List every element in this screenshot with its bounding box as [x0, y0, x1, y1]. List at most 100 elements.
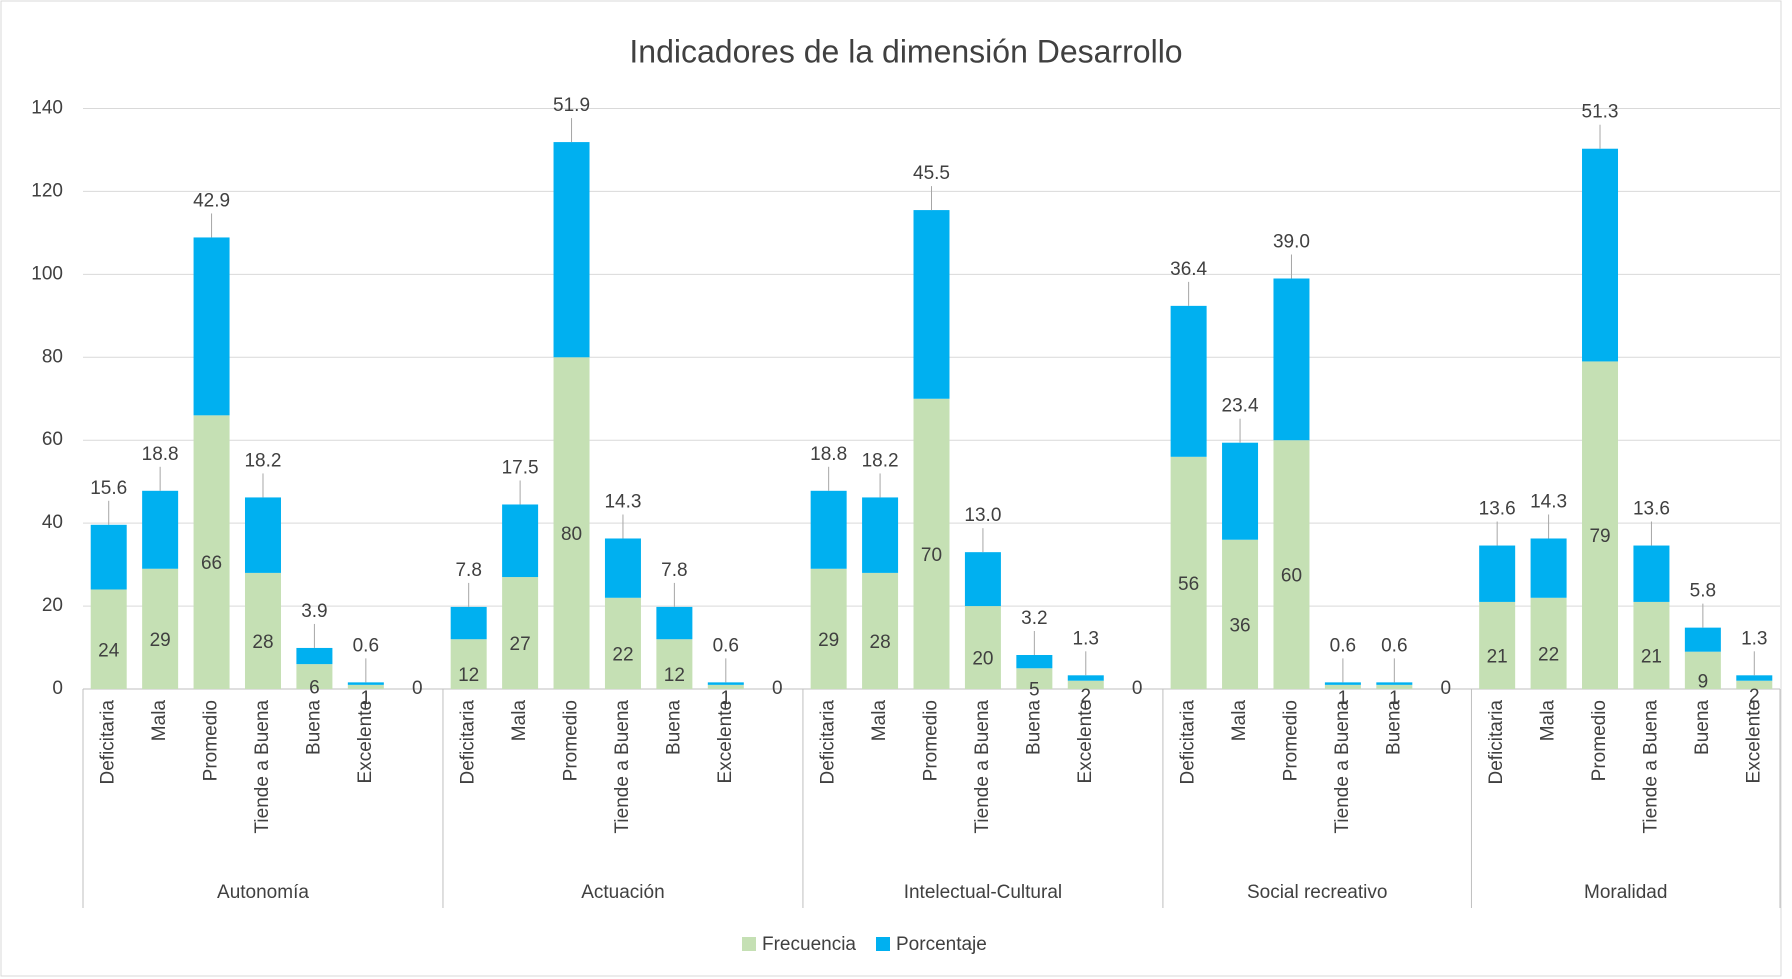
bar-segment: [142, 568, 179, 689]
data-label: 0: [1132, 678, 1143, 699]
data-label: 18.8: [142, 444, 179, 465]
bar-segment: [296, 664, 333, 689]
legend-swatch: [876, 937, 890, 951]
x-tick-label: Tiende a Buena: [1640, 700, 1661, 834]
x-tick-label: Buena: [1383, 700, 1404, 755]
data-label: 20: [972, 649, 993, 670]
x-tick-label: Promedio: [1280, 700, 1301, 781]
y-tick-label: 60: [42, 429, 63, 450]
data-label: 18.2: [862, 450, 899, 471]
x-tick-label: Excelente: [1075, 700, 1096, 783]
data-label: 79: [1589, 526, 1610, 547]
data-label: 28: [870, 632, 891, 653]
data-label: 0: [772, 678, 783, 699]
data-label: 0.6: [1330, 635, 1356, 656]
x-tick-label: Tiende a Buena: [1332, 700, 1353, 834]
bar-segment: [142, 490, 179, 569]
x-tick-label: Excelente: [715, 700, 736, 783]
data-label: 14.3: [1530, 492, 1567, 513]
group-label: Social recreativo: [1247, 882, 1387, 903]
bar-segment: [1582, 148, 1619, 362]
data-label: 1: [361, 688, 372, 709]
bar-segment: [1479, 545, 1516, 602]
data-label: 12: [458, 665, 479, 686]
data-label: 45.5: [913, 163, 950, 184]
bar-segment: [1376, 682, 1413, 685]
bar-segment: [707, 682, 744, 685]
x-tick-label: Tiende a Buena: [612, 700, 633, 834]
x-tick-label: Promedio: [921, 700, 942, 781]
bar-segment: [1736, 675, 1773, 681]
data-label: 13.0: [964, 505, 1001, 526]
bar-segment: [862, 497, 899, 573]
x-tick-label: Promedio: [1589, 700, 1610, 781]
bar-segment: [1170, 456, 1207, 689]
x-tick-label: Deficitaria: [818, 700, 839, 785]
group-label: Intelectual-Cultural: [904, 882, 1062, 903]
data-label: 18.2: [244, 450, 281, 471]
data-label: 0: [412, 678, 423, 699]
bar-segment: [810, 568, 847, 689]
data-label: 18.8: [810, 444, 847, 465]
x-tick-label: Excelente: [1743, 700, 1764, 783]
bar-segment: [347, 684, 384, 689]
data-label: 7.8: [661, 560, 687, 581]
data-label: 17.5: [502, 457, 539, 478]
bar-segment: [1222, 442, 1259, 540]
bar-segment: [502, 577, 539, 689]
data-label: 15.6: [90, 478, 127, 499]
bar-segment: [450, 606, 487, 640]
bar-segment: [1530, 597, 1567, 689]
data-label: 22: [612, 644, 633, 665]
bar-segment: [862, 572, 899, 689]
bar-segment: [193, 237, 230, 416]
chart-title: Indicadores de la dimensión Desarrollo: [629, 33, 1182, 69]
bar-segment: [810, 490, 847, 569]
data-label: 29: [818, 630, 839, 651]
bar-segment: [1273, 278, 1310, 441]
bar-segment: [1376, 684, 1413, 689]
data-label: 39.0: [1273, 232, 1310, 253]
bar-segment: [244, 572, 281, 689]
data-label: 24: [98, 640, 120, 661]
data-label: 0: [1440, 678, 1451, 699]
data-label: 21: [1641, 646, 1662, 667]
data-label: 1: [721, 688, 732, 709]
y-tick-label: 120: [31, 180, 63, 201]
bar-segment: [964, 606, 1001, 689]
x-tick-label: Buena: [303, 700, 324, 755]
y-tick-label: 20: [42, 595, 63, 616]
x-tick-label: Deficitaria: [458, 700, 479, 785]
bar-segment: [1684, 651, 1721, 689]
data-label: 1.3: [1741, 628, 1767, 649]
bar-segment: [553, 357, 590, 689]
x-tick-label: Deficitaria: [1178, 700, 1199, 785]
bar-segment: [913, 398, 950, 689]
bar-segment: [604, 538, 641, 598]
bar-segment: [913, 210, 950, 399]
data-label: 51.3: [1582, 102, 1619, 123]
bar-segment: [1170, 305, 1207, 457]
bar-segment: [1633, 601, 1670, 689]
data-label: 9: [1698, 671, 1709, 692]
data-label: 13.6: [1479, 499, 1516, 520]
x-tick-label: Tiende a Buena: [252, 700, 273, 834]
data-label: 23.4: [1222, 396, 1259, 417]
data-label: 51.9: [553, 95, 590, 116]
data-label: 3.2: [1021, 608, 1047, 629]
data-label: 13.6: [1633, 499, 1670, 520]
x-tick-label: Excelente: [355, 700, 376, 783]
y-tick-label: 0: [52, 678, 63, 699]
x-tick-label: Promedio: [201, 700, 222, 781]
data-label: 28: [252, 632, 273, 653]
bar-segment: [90, 589, 127, 689]
data-label: 14.3: [604, 492, 641, 513]
data-label: 7.8: [455, 560, 481, 581]
data-label: 22: [1538, 644, 1559, 665]
bar-segment: [553, 142, 590, 358]
data-label: 2: [1080, 686, 1091, 707]
bar-segment: [1530, 538, 1567, 598]
data-label: 5.8: [1690, 581, 1716, 602]
data-label: 21: [1487, 646, 1508, 667]
